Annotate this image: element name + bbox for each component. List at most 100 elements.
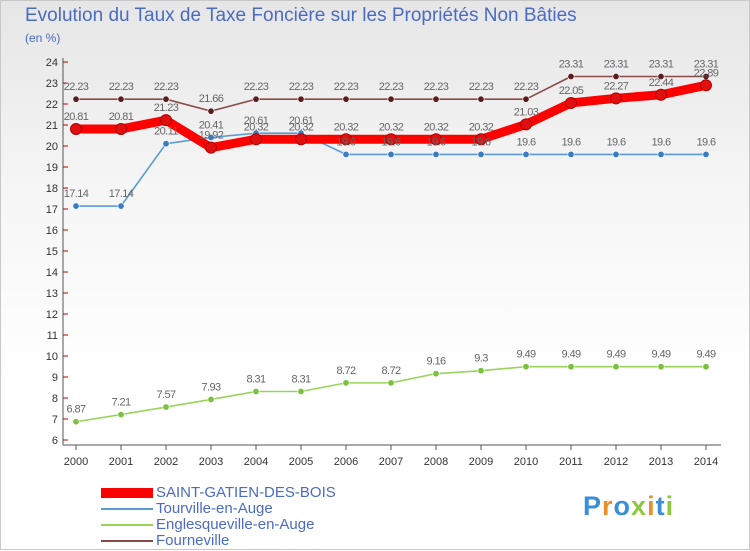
data-point [702,363,710,371]
data-label: 8.31 [246,373,265,385]
data-label: 19.6 [381,136,400,148]
data-point [612,363,620,371]
logo-letter: i [665,491,675,521]
data-label: 19.6 [696,136,715,148]
legend-swatch [101,524,153,526]
data-label: 8.31 [291,373,310,385]
y-tick-label: 24 [46,57,58,69]
data-label: 22.23 [109,81,134,93]
data-label: 23.31 [649,58,674,70]
data-label: 20.41 [199,119,224,131]
data-label: 9.49 [696,349,715,361]
legend-label: Tourville-en-Auge [156,500,273,517]
data-label: 6.87 [66,404,85,416]
data-point [567,72,575,80]
data-label: 19.6 [516,136,535,148]
x-tick-label: 2000 [64,456,88,468]
logo-letter: r [602,491,614,521]
x-tick-label: 2009 [469,456,493,468]
data-point [430,133,442,146]
data-point [700,79,712,92]
data-label: 19.6 [606,136,625,148]
data-label: 22.27 [604,80,629,92]
x-tick-label: 2004 [244,456,268,468]
data-label: 22.23 [244,81,269,93]
x-tick-label: 2003 [199,456,223,468]
data-point [160,114,172,127]
proxiti-logo: Proxiti [583,491,674,522]
x-tick-label: 2001 [109,456,133,468]
data-label: 20.81 [109,111,134,123]
data-label: 21.03 [514,106,539,118]
data-point [342,150,350,158]
data-point [252,387,260,395]
logo-letter: P [583,491,603,521]
data-point [342,95,350,103]
data-label: 17.14 [64,188,89,200]
data-point [387,379,395,387]
y-tick-label: 14 [46,267,58,279]
data-label: 22.44 [649,77,674,89]
data-point [612,72,620,80]
data-point [117,202,125,210]
data-point [657,363,665,371]
data-point [340,133,352,146]
y-tick-label: 19 [46,162,58,174]
data-label: 22.23 [334,81,359,93]
data-point [477,150,485,158]
data-label: 22.23 [64,81,89,93]
y-tick-label: 11 [47,330,58,342]
x-tick-label: 2014 [694,456,718,468]
data-label: 9.49 [606,349,625,361]
data-point [565,96,577,109]
y-tick-label: 10 [46,351,58,363]
x-tick-label: 2010 [514,456,538,468]
chart-subtitle: (en %) [25,31,61,45]
data-label: 22.23 [424,81,449,93]
legend-label: SAINT-GATIEN-DES-BOIS [156,484,336,501]
y-tick-label: 12 [46,309,58,321]
data-label: 22.23 [379,81,404,93]
data-point [477,95,485,103]
data-point [522,363,530,371]
legend-label: Englesqueville-en-Auge [156,516,315,533]
data-label: 21.66 [199,93,224,105]
data-label: 22.23 [289,81,314,93]
data-point [432,370,440,378]
data-label: 20.32 [424,121,449,133]
data-point [117,95,125,103]
data-label: 20.81 [64,111,89,123]
data-point [432,95,440,103]
data-point [72,95,80,103]
data-label: 7.57 [156,389,175,401]
data-point [567,363,575,371]
legend-label: Fourneville [156,532,230,549]
data-point [475,133,487,146]
data-label: 23.31 [559,58,584,70]
data-label: 22.23 [154,81,179,93]
data-label: 19.6 [651,136,670,148]
data-point [250,133,262,146]
x-tick-label: 2011 [559,456,583,468]
x-tick-label: 2013 [649,456,673,468]
data-label: 8.72 [381,365,400,377]
data-point [72,202,80,210]
x-tick-label: 2005 [289,456,313,468]
data-label: 20.32 [379,121,404,133]
data-label: 21.23 [154,102,179,114]
data-point [520,118,532,131]
data-label: 20.11 [154,126,178,138]
y-tick-label: 15 [46,246,58,258]
logo-letter: x [631,491,648,521]
data-label: 20.61 [244,115,269,127]
data-label: 19.92 [199,130,224,142]
legend-swatch [101,488,153,498]
data-point [205,141,217,154]
data-label: 19.6 [561,136,580,148]
data-point [477,367,485,375]
data-label: 22.23 [469,81,494,93]
data-point [162,403,170,411]
logo-letter: o [613,491,632,521]
data-label: 20.32 [289,121,314,133]
